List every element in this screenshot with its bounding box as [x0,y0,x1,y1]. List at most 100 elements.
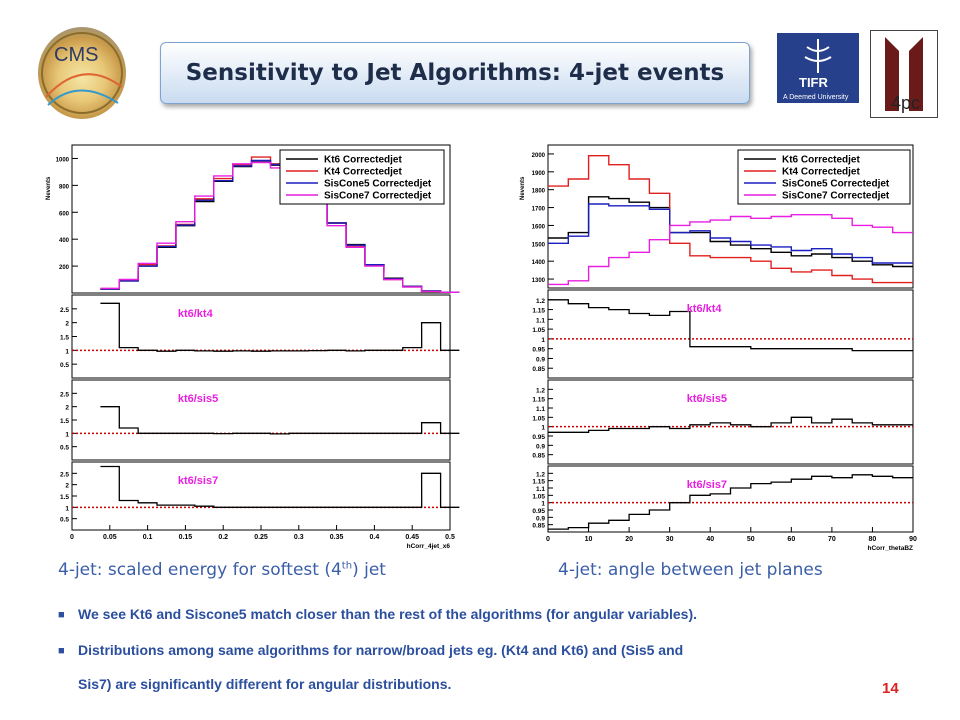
legend-entry: Kt4 Correctedjet [324,167,402,178]
legend-entry: SisCone7 Correctedjet [324,191,432,202]
ratio-y-tick-label: 0.95 [532,508,545,515]
legend-entry: SisCone5 Correctedjet [782,179,890,190]
y-tick-label: 1800 [532,189,546,195]
ratio-pad-frame [547,289,914,379]
ratio-y-tick-label: 0.95 [532,347,545,354]
x-tick-label: 0 [546,536,550,543]
ratio-y-tick-label: 1.15 [532,397,545,404]
fourpc-logo-text: 4pc [891,93,920,113]
ratio-y-tick-label: 0.95 [532,434,545,441]
x-tick-label: 90 [909,536,917,543]
ratio-pad-frame [71,379,451,461]
ratio-pad-frame [71,461,451,531]
y-axis-label: Nevents [46,176,52,200]
ratio-y-tick-label: 2.5 [60,391,69,398]
tifr-logo-text: TIFR [799,75,828,90]
ratio-y-tick-label: 1 [65,431,69,438]
ratio-y-tick-label: 1.2 [536,471,545,478]
y-tick-label: 600 [59,211,70,217]
ratio-label: kt6/kt4 [687,303,723,315]
y-tick-label: 1900 [532,171,546,177]
ratio-y-tick-label: 1.15 [532,308,545,315]
ratio-label: kt6/sis5 [687,393,727,405]
left-caption-tail: ) jet [352,560,386,580]
ratio-y-tick-label: 2.5 [60,471,69,478]
x-tick-label: 0.5 [445,534,455,541]
page-number: 14 [882,680,899,697]
x-tick-label: 0.3 [294,534,304,541]
ratio-y-tick-label: 2 [65,321,69,328]
legend-entry: Kt6 Correctedjet [782,155,860,166]
x-tick-label: 0.35 [330,534,344,541]
left-caption: 4-jet: scaled energy for softest (4th) j… [58,560,386,580]
fourpc-logo: 4pc [870,30,938,118]
bullet-2: Distributions among same algorithms for … [78,642,684,658]
ratio-y-tick-label: 1.1 [536,486,545,493]
ratio-line [100,406,460,435]
ratio-y-tick-label: 2 [65,483,69,490]
ratio-label: kt6/sis7 [687,479,727,491]
cms-logo-art: CMS [41,32,123,114]
ratio-y-tick-label: 1.05 [532,493,545,500]
right-caption: 4-jet: angle between jet planes [558,560,823,580]
legend-entry: Kt4 Correctedjet [782,167,860,178]
left-caption-sup: th [341,560,353,572]
x-tick-label: 10 [585,536,593,543]
ratio-y-tick-label: 2.5 [60,307,69,314]
title-banner: Sensitivity to Jet Algorithms: 4-jet eve… [160,42,750,104]
y-tick-label: 400 [59,238,70,244]
x-tick-label: 80 [869,536,877,543]
cms-logo: CMS [38,27,126,119]
ratio-y-tick-label: 1 [541,337,545,344]
y-tick-label: 2000 [532,153,546,159]
series-line [548,203,913,264]
y-tick-label: 1600 [532,224,546,230]
ratio-y-tick-label: 0.85 [532,523,545,530]
ratio-pad-frame [547,379,914,465]
ratio-y-tick-label: 0.85 [532,453,545,460]
y-tick-label: 1400 [532,260,546,266]
bullet-2-continuation: Sis7) are significantly different for an… [78,676,452,692]
tifr-logo: TIFR A Deemed University [777,33,859,103]
ratio-y-tick-label: 1 [65,348,69,355]
x-tick-label: 0 [70,534,74,541]
ratio-line [548,416,913,433]
ratio-y-tick-label: 1.05 [532,327,545,334]
slide-title: Sensitivity to Jet Algorithms: 4-jet eve… [185,60,725,86]
x-axis-label: hCorr_4jet_x6 [407,543,451,550]
x-tick-label: 60 [787,536,795,543]
ratio-y-tick-label: 1.05 [532,415,545,422]
y-tick-label: 1000 [56,157,70,163]
ratio-y-tick-label: 1 [541,501,545,508]
right-plot: 13001400150016001700180019002000NeventsK… [520,144,917,552]
ratio-y-tick-label: 1.5 [60,418,69,425]
ratio-y-tick-label: 0.9 [536,356,545,363]
ratio-line [548,474,913,530]
ratio-y-tick-label: 1.5 [60,335,69,342]
ratio-y-tick-label: 1.1 [536,406,545,413]
ratio-y-tick-label: 2 [65,405,69,412]
y-tick-label: 200 [59,265,70,271]
series-line [548,214,913,286]
ratio-y-tick-label: 0.9 [536,443,545,450]
ratio-y-tick-label: 1.5 [60,494,69,501]
x-tick-label: 0.15 [179,534,193,541]
ratio-y-tick-label: 1.15 [532,479,545,486]
x-tick-label: 0.4 [370,534,380,541]
series-line [548,155,913,284]
ratio-y-tick-label: 1.2 [536,387,545,394]
x-tick-label: 0.05 [103,534,117,541]
cms-logo-text: CMS [54,44,98,66]
x-axis-label: hCorr_thetaBZ [867,545,913,552]
ratio-label: kt6/sis5 [178,393,218,405]
x-tick-label: 0.45 [405,534,419,541]
ratio-pad-frame [71,294,451,379]
ratio-y-tick-label: 0.5 [60,362,69,369]
legend-entry: Kt6 Correctedjet [324,155,402,166]
ratio-label: kt6/kt4 [178,308,214,320]
legend-entry: SisCone7 Correctedjet [782,191,890,202]
y-tick-label: 800 [59,184,70,190]
x-tick-label: 70 [828,536,836,543]
left-caption-main: 4-jet: scaled energy for softest (4 [58,560,342,580]
y-axis-label: Nevents [520,176,526,200]
